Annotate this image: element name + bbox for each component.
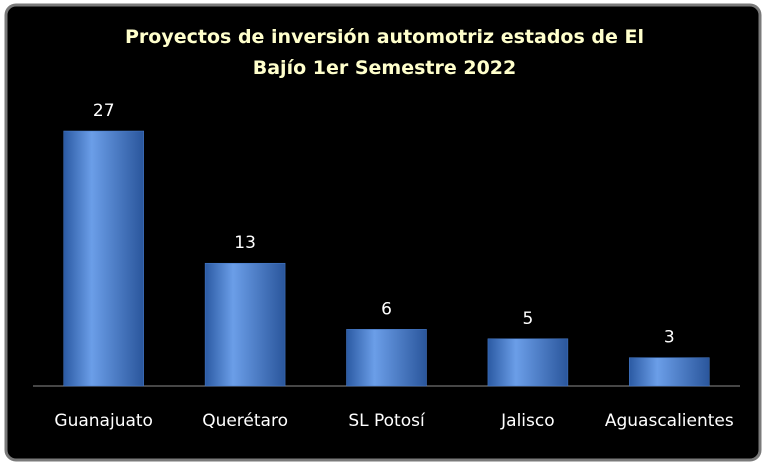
bar	[487, 338, 569, 387]
value-label: 6	[381, 299, 392, 319]
x-tick-label: Querétaro	[202, 411, 288, 431]
bar	[629, 357, 710, 387]
x-tick-label: Aguascalientes	[605, 411, 734, 431]
value-label: 13	[234, 233, 256, 253]
bar	[204, 262, 286, 387]
value-label: 27	[93, 101, 115, 121]
bar	[346, 329, 427, 387]
x-tick-label: Jalisco	[500, 411, 554, 431]
chart-title: Proyectos de inversión automotriz estado…	[125, 26, 644, 79]
x-tick-label: SL Potosí	[348, 411, 426, 431]
chart-background	[4, 3, 762, 462]
value-label: 3	[664, 328, 675, 348]
bar	[63, 130, 144, 387]
value-label: 5	[522, 309, 533, 329]
x-tick-label: Guanajuato	[54, 411, 153, 431]
